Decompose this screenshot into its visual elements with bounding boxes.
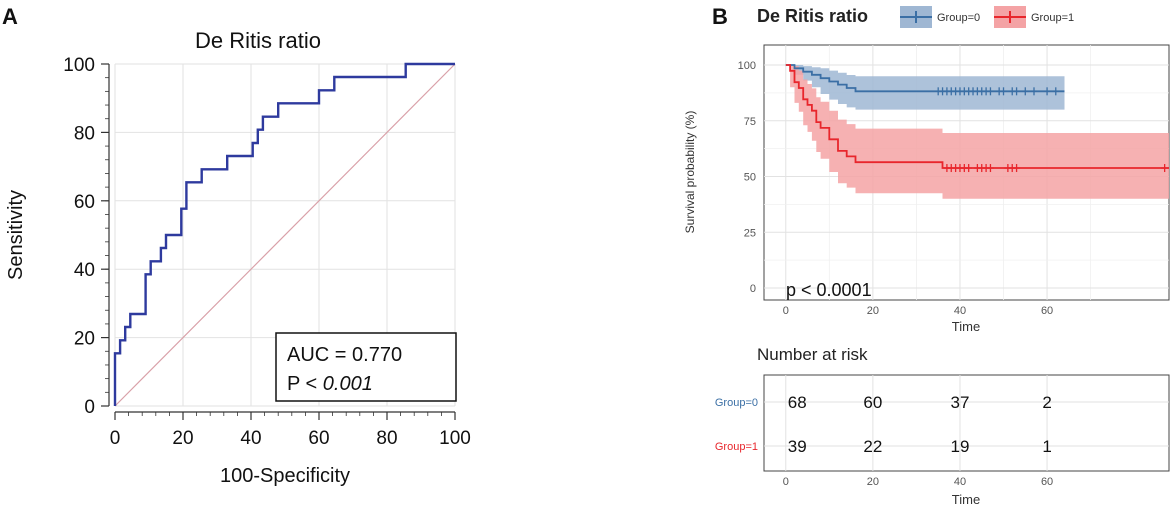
roc-x-tick-label-4: 80	[376, 428, 397, 449]
km-censor-marks	[934, 87, 1169, 173]
risk-cell-group1-t3: 1	[1042, 437, 1051, 456]
km-y-axis-label: Survival probability (%)	[683, 111, 697, 234]
roc-reference-line	[114, 63, 456, 407]
risk-x-tick-label-1: 20	[867, 476, 879, 488]
km-curve-group1	[785, 64, 1169, 169]
roc-title: De Ritis ratio	[195, 28, 321, 53]
risk-table-cells: Group=0 68 60 37 2 Group=1 39 22 19 1	[715, 393, 1052, 456]
risk-cell-group0-t3: 2	[1042, 393, 1051, 412]
roc-x-tick-label-5: 100	[439, 428, 471, 449]
km-y-tick-label-3: 75	[744, 116, 756, 128]
legend-label-group0: Group=0	[937, 12, 980, 24]
km-tick-labels: 0 20 40 60 0 25 50 75 100	[738, 60, 1054, 317]
roc-x-tick-label-2: 40	[240, 428, 261, 449]
roc-curve	[113, 62, 455, 406]
legend-label-group1: Group=1	[1031, 12, 1074, 24]
risk-row-label-group0: Group=0	[715, 397, 758, 409]
risk-cell-group1-t2: 19	[951, 437, 970, 456]
roc-grid	[114, 63, 456, 407]
roc-tick-labels: 0 20 40 60 80 100 0 20 40 60 80 100	[63, 55, 471, 449]
auc-text: AUC = 0.770	[287, 344, 402, 366]
km-title: De Ritis ratio	[757, 6, 868, 26]
risk-cell-group0-t1: 60	[863, 393, 882, 412]
km-confidence-bands	[785, 65, 1169, 199]
km-p-value: p < 0.0001	[786, 280, 872, 300]
risk-x-tick-label-2: 40	[954, 476, 966, 488]
risk-table-area	[763, 374, 1170, 472]
roc-y-tick-label-2: 40	[74, 260, 95, 281]
km-y-tick-label-0: 0	[750, 283, 756, 295]
km-band-group0	[785, 65, 1065, 110]
km-survival-curves	[785, 64, 1169, 169]
roc-y-tick-label-1: 20	[74, 329, 95, 350]
risk-table-x-axis-label: Time	[952, 492, 980, 507]
roc-y-tick-label-3: 60	[74, 192, 95, 213]
km-y-tick-label-4: 100	[738, 60, 756, 72]
roc-x-tick-label-3: 60	[308, 428, 329, 449]
roc-axes	[101, 63, 456, 420]
roc-y-axis-label: Sensitivity	[5, 190, 27, 280]
risk-table-tick-labels: 0 20 40 60	[783, 476, 1053, 488]
risk-x-tick-label-3: 60	[1041, 476, 1053, 488]
p-value-prefix: P <	[287, 373, 323, 395]
km-chart: De Ritis ratio Group=0 Group=1 0 20 40 6002…	[683, 6, 1170, 507]
risk-x-tick-label-0: 0	[783, 476, 789, 488]
km-curve-group0	[785, 64, 1065, 93]
km-x-tick-label-2: 40	[954, 305, 966, 317]
p-value-number: 0.001	[323, 373, 373, 395]
roc-x-tick-label-1: 20	[172, 428, 193, 449]
panel-label-b: B	[712, 4, 728, 29]
risk-table-grid	[764, 375, 1169, 471]
risk-cell-group1-t0: 39	[788, 437, 807, 456]
risk-table-title: Number at risk	[757, 345, 868, 364]
risk-cell-group0-t0: 68	[788, 393, 807, 412]
panel-label-a: A	[2, 4, 18, 29]
km-legend: Group=0 Group=1	[900, 6, 1074, 28]
km-y-tick-label-1: 25	[744, 227, 756, 239]
km-x-axis-label: Time	[952, 319, 980, 334]
km-x-tick-label-3: 60	[1041, 305, 1053, 317]
km-x-tick-label-1: 20	[867, 305, 879, 317]
roc-chart: De Ritis ratio 0 20 40 60 80 100020406080100 …	[5, 28, 471, 487]
roc-y-tick-label-4: 80	[74, 123, 95, 144]
roc-x-tick-label-0: 0	[110, 428, 121, 449]
p-value-text: P < 0.001	[287, 373, 373, 395]
risk-row-label-group1: Group=1	[715, 441, 758, 453]
auc-box	[275, 332, 457, 402]
roc-y-tick-label-5: 100	[63, 55, 95, 76]
km-band-group1	[785, 65, 1169, 199]
roc-y-tick-label-0: 0	[84, 397, 95, 418]
roc-x-axis-label: 100-Specificity	[220, 465, 350, 487]
km-y-tick-label-2: 50	[744, 172, 756, 184]
km-x-tick-label-0: 0	[783, 305, 789, 317]
risk-cell-group1-t1: 22	[863, 437, 882, 456]
risk-cell-group0-t2: 37	[951, 393, 970, 412]
